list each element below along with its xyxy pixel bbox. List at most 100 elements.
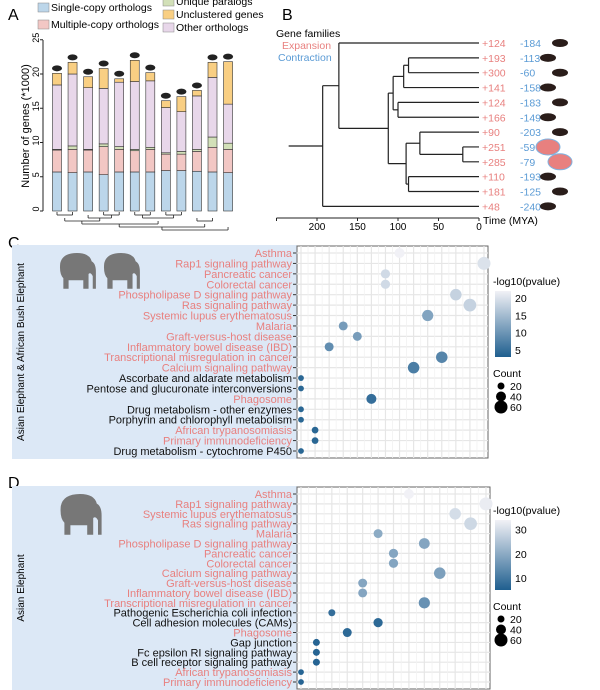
y-tick-label: 5 — [31, 172, 41, 177]
pathway-label: Gap junction — [230, 637, 292, 649]
pathway-label: Colorectal cancer — [206, 279, 292, 291]
panel-label-a: A — [8, 7, 19, 24]
data-point — [422, 309, 434, 322]
size-tick-label: 60 — [510, 635, 522, 647]
hyrax-icon — [160, 92, 171, 99]
data-point — [388, 548, 399, 558]
bar-segment — [67, 73, 78, 147]
leaf-expansion: +181 — [482, 187, 506, 199]
bar-segment — [192, 149, 202, 152]
data-point — [298, 448, 304, 454]
pathway-label: Malaria — [256, 529, 293, 541]
pathway-label: Fc epsilon RI signaling pathway — [137, 647, 292, 659]
bar-segment — [129, 81, 140, 150]
hyrax-icon — [552, 128, 568, 137]
pathway-label: Transcriptional misregulation in cancer — [104, 352, 292, 364]
opossum-icon — [540, 202, 556, 211]
cow-icon — [552, 68, 568, 77]
pathway-label: Transcriptional misregulation in cancer — [104, 598, 292, 610]
leaf-expansion: +141 — [482, 83, 506, 95]
color-tick-label: 20 — [515, 293, 527, 305]
data-point — [298, 385, 304, 392]
x-tick-label: 200 — [309, 222, 326, 233]
size-tick-label: 20 — [510, 381, 522, 393]
cow-icon — [67, 54, 78, 61]
leaf-expansion: +251 — [482, 142, 506, 154]
bar-segment — [67, 172, 78, 212]
data-point — [366, 393, 377, 404]
color-tick-label: 20 — [515, 549, 527, 561]
bar-segment — [223, 172, 233, 212]
legend-label: Single-copy orthologs — [51, 2, 152, 14]
bar-segment — [83, 87, 93, 150]
legend-label: Multiple-copy orthologs — [51, 19, 159, 31]
pathway-label: Ascorbate and aldarate metabolism — [119, 373, 292, 385]
pathway-label: Primary immunodeficiency — [163, 677, 292, 689]
pathway-label: Calcium signaling pathway — [162, 363, 293, 375]
size-legend-title: Count — [493, 601, 521, 613]
group-label: Asian Elephant & African Bush Elephant — [16, 263, 27, 441]
african-elephant-icon — [145, 64, 156, 71]
size-tick-label: 20 — [510, 614, 522, 626]
bar-segment — [207, 146, 218, 173]
data-point — [298, 669, 304, 676]
group-background — [12, 245, 297, 459]
leaf-contraction: -60 — [520, 68, 535, 80]
pathway-label: Phospholipase D signaling pathway — [118, 290, 292, 302]
leaf-expansion: +90 — [482, 127, 500, 139]
bar-segment — [161, 153, 171, 171]
y-tick-label: 0 — [31, 206, 41, 211]
bar-segment — [223, 61, 233, 105]
data-point — [358, 588, 368, 598]
bar-segment — [192, 170, 202, 212]
bar-segment — [98, 88, 109, 145]
legend-label: Unclustered genes — [176, 9, 264, 21]
data-point — [380, 279, 391, 289]
pathway-label: Ras signaling pathway — [182, 300, 293, 312]
data-point — [380, 269, 391, 279]
leaf-expansion: +193 — [482, 53, 506, 65]
bar-segment — [207, 171, 218, 212]
bar-segment — [52, 171, 62, 212]
bar-segment — [161, 170, 171, 212]
data-point — [342, 628, 352, 638]
leaf-expansion: +124 — [482, 97, 506, 109]
size-legend-dot — [496, 624, 506, 635]
color-bar — [495, 520, 511, 590]
bar-segment — [114, 78, 124, 83]
data-point — [311, 426, 319, 434]
panel-label-c: C — [8, 235, 20, 252]
rodent-icon — [552, 98, 568, 107]
data-point — [418, 538, 430, 549]
color-tick-label: 15 — [515, 310, 527, 322]
bar-segment — [176, 96, 187, 112]
data-point — [312, 658, 320, 666]
elephant-shape — [59, 253, 96, 289]
color-legend-title: -log10(pvalue) — [493, 505, 560, 517]
armadillo-icon — [223, 53, 234, 60]
data-point — [298, 679, 304, 685]
x-tick-label: 0 — [476, 222, 482, 233]
african-elephant-icon — [547, 153, 573, 171]
data-point — [418, 597, 430, 609]
size-legend-dot — [494, 400, 508, 414]
tenrec-icon — [540, 172, 556, 181]
leaf-expansion: +166 — [482, 112, 506, 124]
bar-segment — [207, 77, 218, 138]
leaf-expansion: +48 — [482, 201, 500, 213]
data-point — [324, 342, 334, 352]
data-point — [298, 416, 304, 423]
data-point — [436, 351, 448, 363]
y-tick-label: 20 — [31, 67, 41, 77]
legend-contraction: Contraction — [278, 52, 332, 64]
elephant-shape — [60, 494, 102, 535]
color-bar — [495, 291, 511, 357]
data-point — [477, 256, 491, 270]
leaf-contraction: -183 — [520, 97, 541, 109]
legend-label: Unique paralogs — [176, 0, 252, 8]
bar-segment — [114, 146, 124, 150]
leaf-contraction: -125 — [520, 187, 541, 199]
leaf-contraction: -113 — [520, 53, 540, 65]
